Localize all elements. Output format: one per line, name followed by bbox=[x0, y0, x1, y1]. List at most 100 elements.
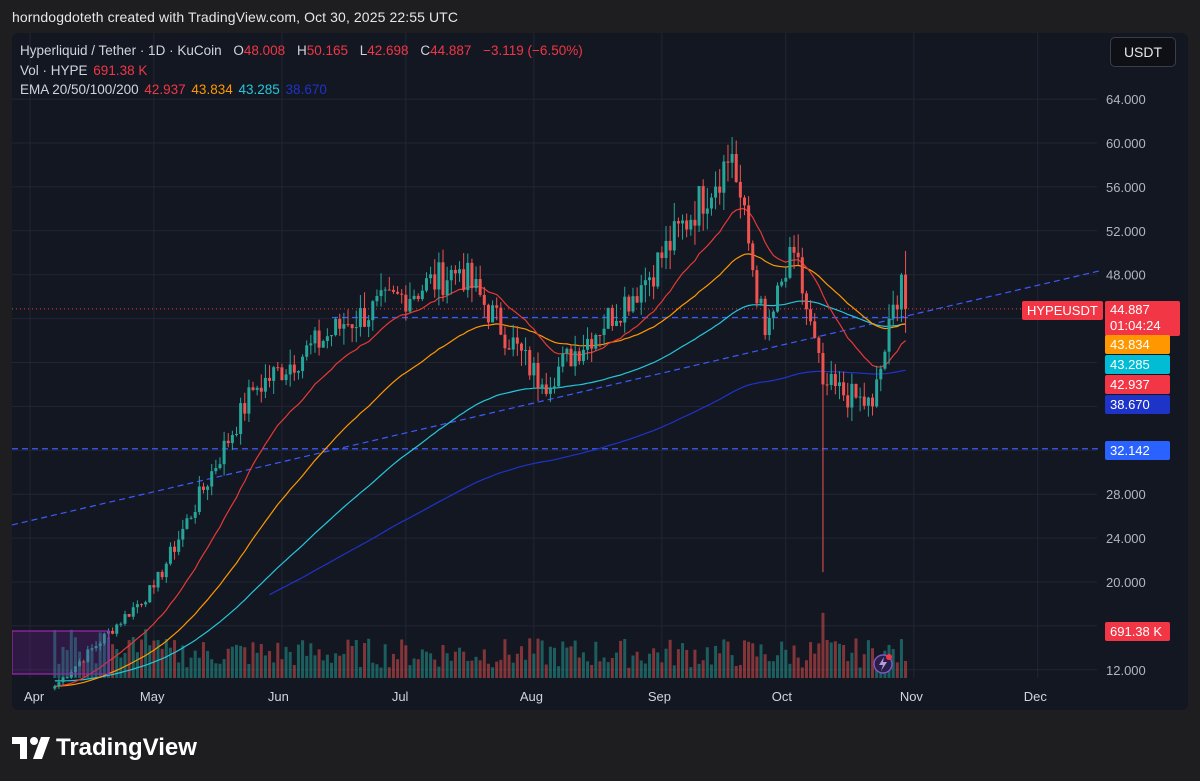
volume-bar bbox=[433, 659, 437, 678]
volume-legend[interactable]: Vol · HYPE 691.38 K bbox=[20, 61, 583, 81]
candle-body bbox=[181, 528, 185, 540]
volume-bar bbox=[383, 644, 387, 678]
volume-bar bbox=[214, 663, 218, 678]
last-price-tag: 44.887 01:04:24 bbox=[1105, 301, 1180, 336]
candle-body bbox=[292, 364, 296, 373]
volume-bar bbox=[899, 639, 903, 678]
candle-body bbox=[276, 367, 280, 369]
volume-bar bbox=[548, 646, 552, 678]
volume-bar bbox=[623, 639, 627, 678]
volume-bar bbox=[53, 630, 57, 678]
candle-body bbox=[718, 186, 722, 193]
candle-body bbox=[239, 403, 243, 435]
volume-bar bbox=[416, 659, 420, 678]
candle-body bbox=[251, 387, 255, 390]
month-label: Aug bbox=[520, 689, 543, 704]
volume-bar bbox=[135, 652, 139, 678]
close-value: 44.887 bbox=[430, 43, 472, 58]
volume-bar bbox=[408, 665, 412, 678]
volume-bar bbox=[875, 665, 879, 678]
candle-body bbox=[519, 343, 523, 351]
candle-body bbox=[201, 486, 205, 490]
candle-body bbox=[784, 277, 788, 282]
candle-body bbox=[614, 320, 618, 326]
candle-body bbox=[709, 197, 713, 209]
candle-body bbox=[809, 309, 813, 322]
volume-bar bbox=[280, 659, 284, 678]
volume-bar bbox=[235, 644, 238, 678]
volume-bar bbox=[255, 652, 259, 678]
volume-bar bbox=[747, 641, 751, 678]
volume-bar bbox=[606, 662, 610, 678]
candle-body bbox=[742, 197, 746, 206]
volume-bar bbox=[358, 666, 362, 678]
volume-bar bbox=[586, 661, 590, 678]
volume-bar bbox=[829, 642, 833, 678]
ema200-value: 38.670 bbox=[285, 82, 327, 97]
candle-body bbox=[230, 434, 234, 444]
volume-bar bbox=[800, 667, 804, 678]
ema50-value: 43.834 bbox=[191, 82, 233, 97]
volume-bar bbox=[61, 646, 65, 678]
price-tick-label: 60.000 bbox=[1106, 136, 1146, 151]
volume-bar bbox=[726, 641, 730, 678]
volume-bar bbox=[755, 656, 759, 678]
volume-bar bbox=[57, 663, 61, 678]
candle-body bbox=[61, 677, 65, 683]
volume-bar bbox=[164, 638, 168, 678]
volume-bar bbox=[329, 662, 333, 678]
volume-bar bbox=[664, 648, 668, 678]
candle-body bbox=[346, 324, 350, 326]
candle-body bbox=[371, 301, 375, 321]
candle-body bbox=[796, 252, 800, 258]
ohlc-legend[interactable]: Hyperliquid / Tether · 1D · KuCoin O48.0… bbox=[20, 41, 583, 61]
candle-body bbox=[656, 252, 660, 287]
symbol-title[interactable]: Hyperliquid / Tether · 1D · KuCoin bbox=[20, 43, 222, 58]
candle-body bbox=[247, 387, 251, 414]
volume-bar bbox=[222, 659, 226, 678]
candle-body bbox=[862, 396, 866, 406]
price-tick-label: 52.000 bbox=[1106, 224, 1146, 239]
candle-body bbox=[383, 289, 387, 291]
candle-body bbox=[305, 345, 309, 357]
volume-bar bbox=[544, 664, 548, 678]
volume-bar bbox=[420, 649, 424, 678]
candle-body bbox=[462, 269, 466, 291]
volume-bar bbox=[895, 662, 899, 678]
candle-body bbox=[548, 388, 552, 394]
month-label: Oct bbox=[772, 689, 793, 704]
volume-bar bbox=[148, 645, 152, 678]
volume-bar bbox=[742, 640, 746, 678]
candle-body bbox=[210, 471, 214, 487]
candle-body bbox=[329, 335, 333, 337]
currency-button[interactable]: USDT bbox=[1110, 37, 1176, 67]
candle-body bbox=[168, 546, 172, 564]
candle-body bbox=[858, 396, 862, 398]
volume-bar bbox=[524, 659, 528, 678]
candle-body bbox=[788, 246, 792, 278]
volume-bar bbox=[354, 640, 358, 678]
candle-body bbox=[714, 186, 718, 198]
volume-bar bbox=[338, 655, 342, 678]
ema-legend[interactable]: EMA 20/50/100/200 42.937 43.834 43.285 3… bbox=[20, 80, 583, 100]
volume-bar bbox=[701, 660, 705, 678]
candle-body bbox=[387, 289, 391, 291]
volume-bar bbox=[734, 665, 738, 678]
volume-bar bbox=[862, 654, 866, 678]
candle-body bbox=[668, 240, 672, 251]
month-label: May bbox=[140, 689, 165, 704]
price-chart[interactable]: 64.000 60.000 56.000 52.000 48.000 28.000 24.0… bbox=[12, 33, 1188, 710]
candle-body bbox=[594, 334, 598, 349]
volume-bar bbox=[69, 629, 73, 678]
candle-body bbox=[875, 379, 879, 407]
volume-bar bbox=[685, 649, 689, 678]
ema50-price-tag: 43.834 bbox=[1105, 335, 1170, 354]
chart-panel[interactable]: 64.000 60.000 56.000 52.000 48.000 28.000 24.0… bbox=[12, 33, 1188, 710]
candle-body bbox=[111, 630, 115, 634]
candle-body bbox=[470, 262, 474, 289]
volume-bar bbox=[602, 657, 606, 678]
candle-body bbox=[288, 364, 292, 375]
candle-body bbox=[82, 661, 86, 663]
volume-bar bbox=[86, 654, 90, 678]
candle-body bbox=[553, 386, 557, 389]
